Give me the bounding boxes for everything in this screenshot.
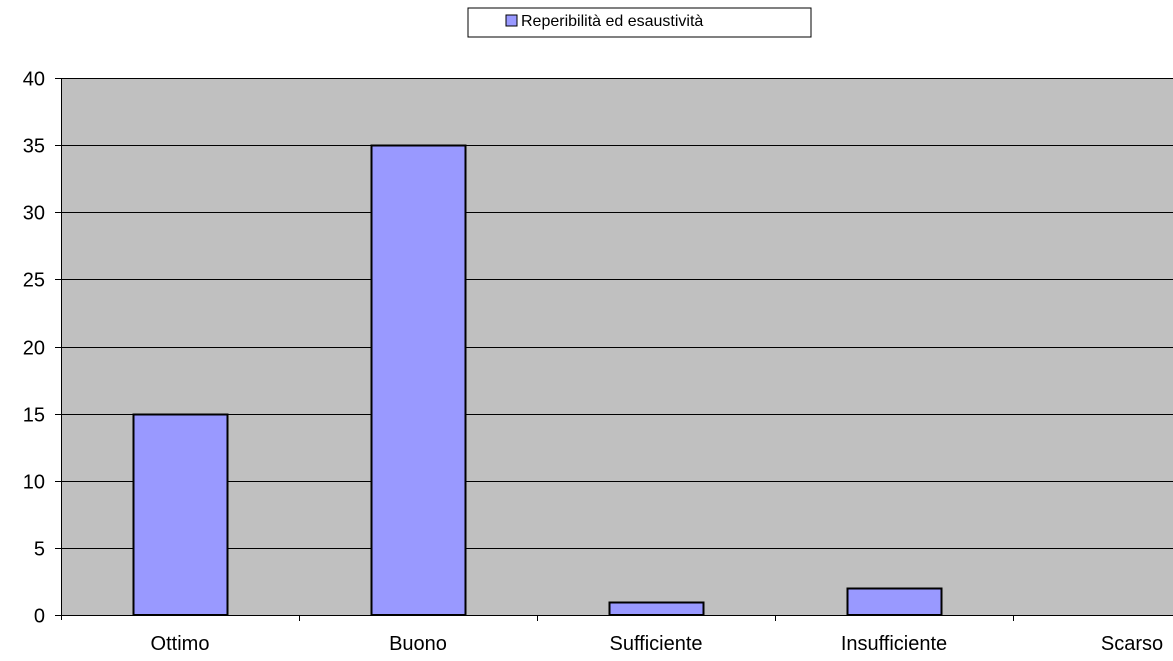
y-axis-ticks: 0 5 10 15 20 25 30 35 40 [23, 69, 61, 628]
legend: Reperibilità ed esaustività [467, 7, 812, 38]
x-tick-label: Sufficiente [609, 633, 702, 655]
legend-label: Reperibilità ed esaustività [521, 13, 703, 30]
legend-swatch [505, 14, 518, 27]
x-axis-labels: Ottimo Buono Sufficiente Insufficiente Scars… [151, 633, 1164, 655]
bar [370, 144, 467, 616]
y-tick-label: 30 [23, 203, 45, 225]
legend-box [467, 7, 812, 38]
bar [846, 587, 943, 616]
axes [56, 78, 1173, 621]
y-tick-label: 20 [23, 338, 45, 360]
plot-area [61, 78, 1173, 615]
x-tick-label: Buono [389, 633, 447, 655]
y-tick-label: 40 [23, 69, 45, 91]
y-tick-label: 0 [34, 606, 45, 628]
y-tick-label: 15 [23, 405, 45, 427]
bar [132, 413, 229, 616]
y-tick-label: 10 [23, 472, 45, 494]
y-tick-label: 25 [23, 270, 45, 292]
x-tick-label: Scarso [1101, 633, 1163, 655]
gridlines [61, 78, 1173, 549]
x-tick-label: Ottimo [151, 633, 210, 655]
y-tick-label: 35 [23, 136, 45, 158]
y-tick-label: 5 [34, 539, 45, 561]
bars [132, 144, 943, 616]
x-tick-label: Insufficiente [841, 633, 947, 655]
bar [608, 601, 705, 616]
